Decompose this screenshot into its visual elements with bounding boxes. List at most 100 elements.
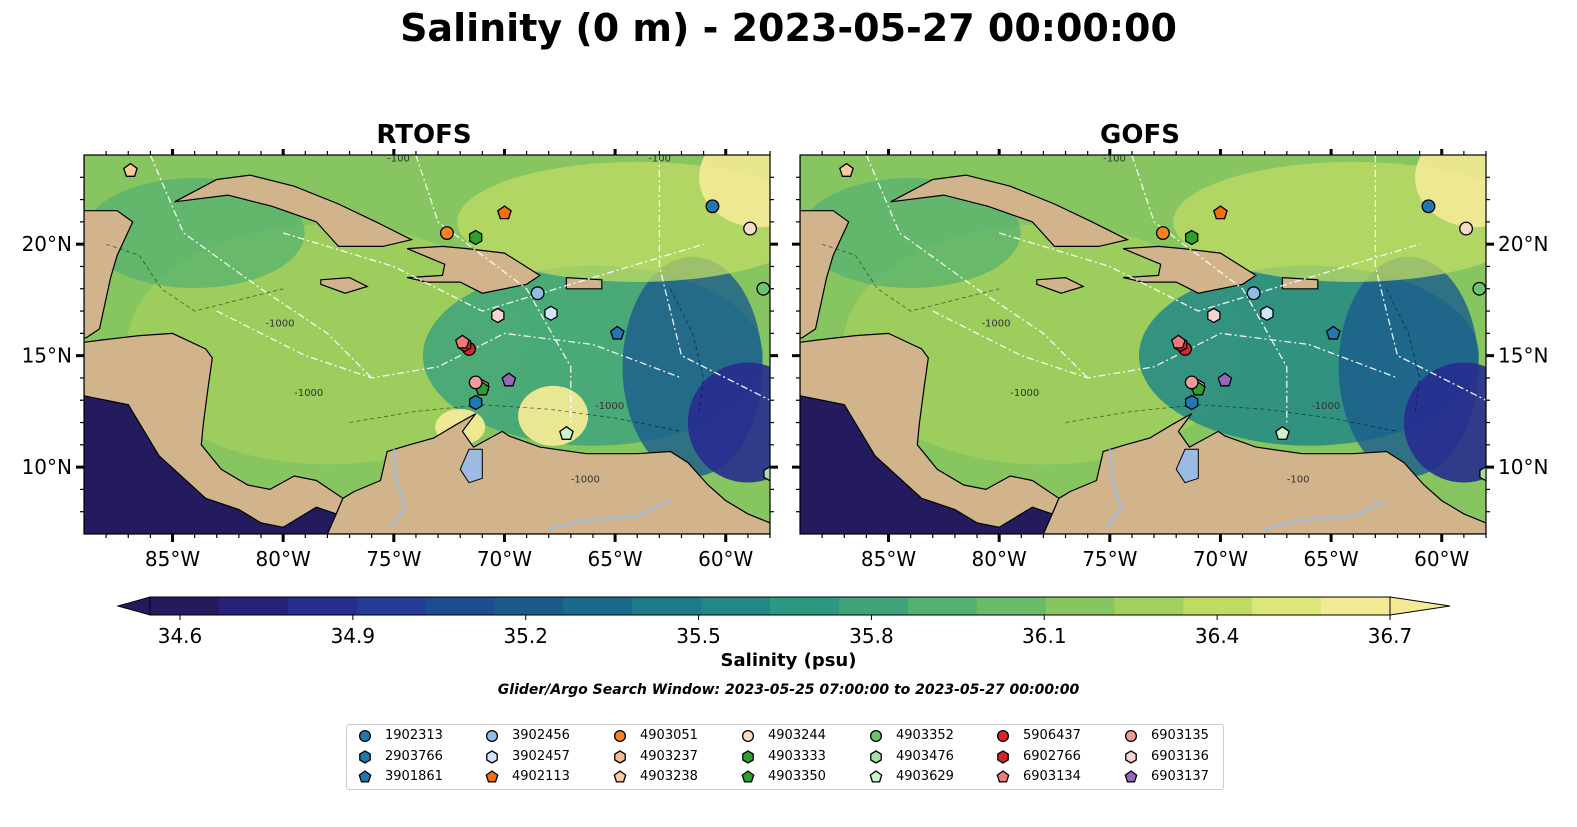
legend-label: 6902766 (1023, 748, 1081, 764)
bathymetry-contour (821, 243, 1000, 312)
marker-float-3902456 (530, 286, 545, 301)
colorbar-tick-label: 35.5 (676, 624, 721, 648)
salinity-patch (84, 178, 305, 289)
bathymetry-contour (349, 404, 682, 432)
legend-label: 4903051 (640, 728, 698, 743)
marker-float-4903333 (468, 229, 483, 246)
x-tick-label: 65°W (1303, 547, 1358, 571)
marker-float-4903333 (1184, 229, 1199, 246)
land-central (84, 332, 344, 528)
legend-marker (358, 729, 372, 743)
legend-label: 6903137 (1151, 769, 1209, 784)
marker-float-1902313 (1421, 199, 1436, 214)
colorbar-min-extension (116, 596, 151, 616)
boundary-line (415, 155, 572, 423)
legend-marker (741, 729, 755, 743)
river (1104, 449, 1122, 531)
land-cuba (890, 174, 1130, 247)
marker-float-4903629 (559, 425, 574, 440)
y-tick-label: 10°N (22, 455, 72, 479)
colorbar-segment (563, 597, 633, 615)
marker-float-3902457 (544, 305, 558, 322)
map-panel-gofs: -100 -1000 -1000 -1000 -100 (800, 154, 1486, 534)
legend-marker-shape (997, 749, 1009, 764)
map-frame (799, 154, 1487, 535)
land-puertorico (1281, 276, 1319, 290)
legend-label: 6903135 (1151, 728, 1209, 743)
legend-marker (870, 749, 882, 764)
boundary-line (216, 310, 682, 379)
y-tick-label: 15°N (1498, 344, 1548, 368)
bathymetry-contour (670, 288, 705, 412)
bathymetry-contour (1386, 288, 1421, 412)
map-panel-rtofs: -100 -1000 -1000 -1000 -1000 -100 (84, 154, 770, 534)
legend-marker (869, 729, 883, 743)
land-south (326, 413, 770, 534)
legend-marker (996, 729, 1010, 743)
legend-marker (485, 729, 499, 743)
legend-marker-shape (485, 729, 499, 743)
lake-maracaibo (1175, 448, 1199, 484)
y-tick-label: 10°N (1498, 455, 1548, 479)
x-tick-label: 75°W (1082, 547, 1137, 571)
pacific-ocean (84, 395, 337, 534)
salinity-patch (518, 385, 589, 446)
legend-label: 3902457 (512, 748, 570, 764)
map-frame (83, 154, 771, 535)
panel-title-gofs: GOFS (1100, 120, 1180, 150)
legend-label: 4903629 (896, 769, 954, 784)
marker-float-4903051 (1155, 226, 1170, 240)
land-central (800, 332, 1060, 528)
contour-label: -100 (1103, 154, 1126, 165)
river (388, 449, 406, 531)
colorbar-segment (218, 597, 289, 615)
colorbar-segment (1183, 597, 1253, 615)
legend-marker-shape (1125, 749, 1137, 764)
marker-float-4903476 (1479, 466, 1486, 482)
marker-float-4903244 (743, 221, 758, 236)
colorbar-segment (632, 597, 702, 615)
colorbar-segment (150, 597, 220, 615)
colorbar-max-extension (1389, 596, 1451, 616)
marker-float-2903766 (1184, 394, 1199, 411)
marker-float-6903137 (501, 372, 517, 387)
x-tick-label: 85°W (145, 547, 200, 571)
salinity-patch (1414, 155, 1486, 228)
marker-float-4903352 (1472, 281, 1486, 296)
boundary-line (1131, 155, 1288, 423)
legend-label: 4902113 (512, 769, 570, 784)
legend-marker (614, 749, 626, 764)
contour-label: -1000 (981, 319, 1010, 330)
x-tick-label: 85°W (861, 547, 916, 571)
legend-marker-shape (996, 770, 1010, 783)
marker-float-4903244 (1459, 221, 1474, 236)
y-tick-label: 20°N (1498, 232, 1548, 256)
contour-label: -1000 (265, 319, 294, 330)
salinity-patch (687, 362, 770, 483)
salinity-patch (1403, 362, 1486, 483)
boundary-line (932, 310, 1398, 379)
marker-float-4903051 (439, 226, 454, 240)
boundary-line (1374, 155, 1486, 401)
legend-marker-shape (614, 749, 626, 764)
colorbar-segment (1321, 597, 1391, 615)
x-tick-label: 60°W (698, 547, 753, 571)
salinity-patch (800, 178, 1021, 289)
marker-float-6903135 (468, 375, 483, 390)
marker-float-6903134 (1170, 334, 1186, 349)
boundary-line (658, 155, 770, 401)
marker-float-3902457 (1260, 305, 1274, 322)
colorbar-segment (1252, 597, 1322, 615)
marker-float-1902313 (705, 199, 720, 214)
land-south (1042, 413, 1486, 534)
legend-marker (358, 770, 372, 783)
colorbar-tick-label: 36.7 (1368, 624, 1413, 648)
legend-marker-shape (613, 770, 627, 783)
legend-label: 2903766 (385, 748, 443, 764)
legend-marker-shape (486, 749, 498, 764)
contour-label: -100 (387, 154, 410, 165)
river (1264, 499, 1387, 531)
x-tick-label: 80°W (972, 547, 1027, 571)
land-hispaniola (1122, 245, 1258, 294)
